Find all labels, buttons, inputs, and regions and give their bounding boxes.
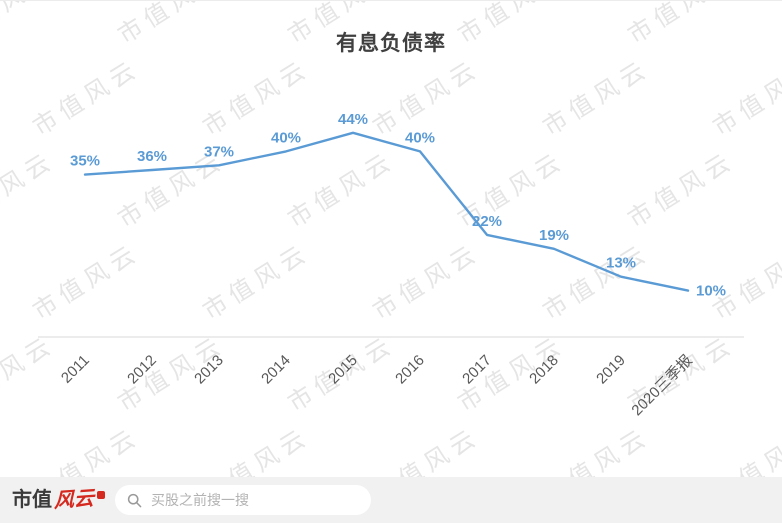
search-box[interactable] — [115, 485, 371, 515]
search-input[interactable] — [149, 491, 359, 509]
point-label: 40% — [271, 129, 301, 146]
point-label: 10% — [696, 283, 726, 300]
x-tick-label: 2019 — [593, 352, 629, 388]
point-label: 22% — [472, 213, 502, 230]
point-label: 13% — [606, 255, 636, 272]
x-tick-label: 2016 — [392, 352, 428, 388]
series-line — [83, 131, 690, 292]
x-tick-label: 2018 — [526, 352, 562, 388]
logo-seal-icon — [97, 491, 105, 499]
point-label: 44% — [338, 111, 368, 128]
search-icon — [127, 493, 142, 507]
point-label: 19% — [539, 227, 569, 244]
x-tick-label: 2020三季报 — [628, 352, 695, 419]
brand-logo-fengyun-text: 风云 — [54, 487, 94, 513]
brand-logo: 市值 风云 — [12, 487, 105, 513]
chart-title: 有息负债率 — [336, 32, 446, 55]
chart-card: 有息负债率 35% 36% 37% 40% 44% 40% 22% 19% 13% 10% 2011… — [0, 1, 782, 477]
point-label: 37% — [204, 143, 234, 160]
point-label: 35% — [70, 153, 100, 170]
point-label: 40% — [405, 129, 435, 146]
x-tick-label: 2014 — [258, 352, 294, 388]
footer-bar: 市值 风云 — [0, 477, 782, 523]
x-tick-label: 2017 — [459, 352, 495, 388]
x-tick-label: 2015 — [325, 352, 361, 388]
line-chart: 35% 36% 37% 40% 44% 40% 22% 19% 13% 10% 2011 2012 20… — [38, 111, 744, 419]
x-tick-label: 2011 — [58, 352, 93, 387]
x-tick-label: 2013 — [191, 352, 227, 388]
brand-logo-shizhi-text: 市值 — [12, 489, 52, 511]
point-label: 36% — [137, 148, 167, 165]
x-tick-label: 2012 — [124, 352, 160, 388]
